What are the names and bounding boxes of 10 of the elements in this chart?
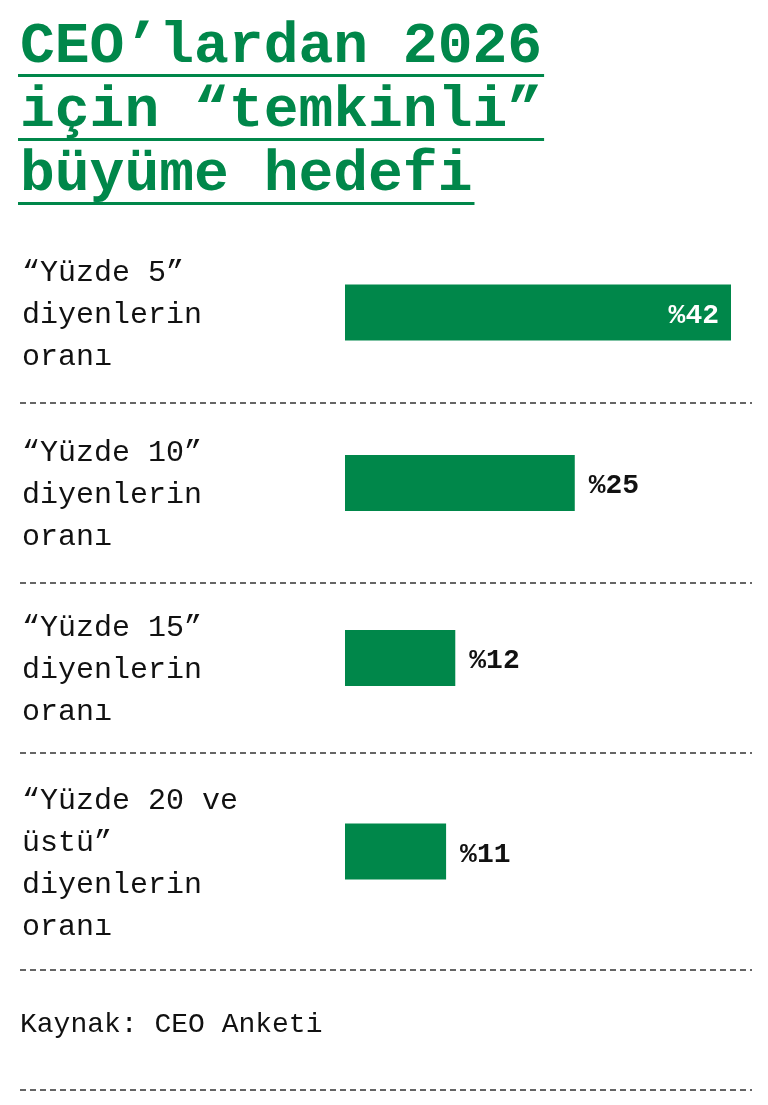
text: Kaynak: CEO Anketi [20,1009,323,1040]
data-label: %12 [469,645,520,676]
data-label: %25 [588,470,640,501]
y-tick-label: “Yüzde 5” diyenlerin oranı [22,255,203,374]
y-tick-label: “Yüzde 10” diyenlerin oranı [22,436,203,554]
chart-title: CEO’lardan 2026 için “temkinli” büyüme hedefi [20,14,543,207]
data-label: %42 [668,299,719,331]
data-label: %11 [460,838,511,870]
y-tick-label: “Yüzde 15” diyenlerin oranı [22,611,203,729]
y-tick-label: “Yüzde 20 ve üstü” diyenlerin oranı [22,783,239,944]
